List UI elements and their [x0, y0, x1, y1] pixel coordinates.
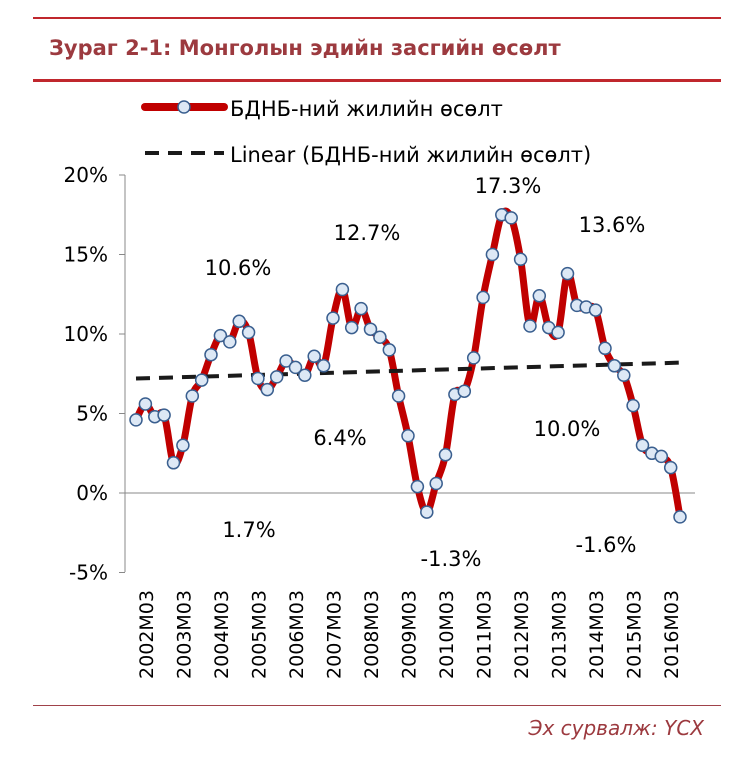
annotation-label: 17.3% [475, 174, 542, 198]
data-point [617, 368, 631, 383]
data-point [635, 438, 650, 453]
data-point [560, 266, 575, 281]
data-point [185, 389, 200, 403]
data-point [129, 413, 143, 427]
data-point [316, 359, 331, 373]
source-note: Эх сурвалж: ҮСХ [528, 716, 704, 740]
data-point [532, 289, 547, 303]
data-point [410, 479, 425, 494]
annotation-label: 13.6% [579, 213, 646, 237]
data-point [485, 247, 500, 262]
y-tick-label: 15% [64, 243, 108, 267]
data-point [307, 349, 321, 364]
data-point [232, 314, 246, 329]
title-rule [33, 79, 721, 82]
x-tick-label: 2006M03 [286, 590, 308, 679]
x-tick-label: 2010M03 [436, 590, 458, 679]
data-point [504, 211, 518, 225]
data-point [513, 252, 528, 267]
data-point [373, 330, 387, 344]
data-point [166, 456, 181, 470]
x-tick-group: 2002M03 2003M03 2004M03 2005M03 2006M03 … [136, 590, 683, 679]
x-tick-label: 2011M03 [474, 590, 496, 679]
data-point [607, 359, 622, 373]
data-point [391, 389, 406, 403]
y-tick-label: 0% [76, 481, 108, 505]
x-tick-label: 2009M03 [399, 590, 421, 679]
annotation-label: 6.4% [313, 426, 366, 450]
data-point [476, 290, 490, 305]
x-tick-label: 2013M03 [549, 590, 571, 679]
data-point [335, 282, 350, 297]
x-tick-label: 2015M03 [624, 590, 646, 679]
data-point [420, 505, 434, 519]
data-point [223, 335, 237, 349]
data-point [260, 382, 275, 397]
x-tick-label: 2012M03 [511, 590, 533, 679]
legend-trend-label: Linear (БДНБ-ний жилийн өсөлт) [230, 143, 591, 167]
data-point [551, 325, 565, 340]
annotation-label: -1.3% [421, 547, 482, 571]
y-tick-label: 5% [76, 402, 108, 426]
data-point [466, 351, 481, 365]
x-tick-label: 2016M03 [661, 590, 683, 679]
y-tick-label: 20% [64, 163, 108, 187]
data-point [673, 510, 687, 524]
data-point [654, 449, 669, 464]
data-point [298, 368, 312, 383]
linear-trend-line [135, 360, 681, 381]
data-point [598, 341, 612, 356]
legend-series-label: БДНБ-ний жилийн өсөлт [230, 97, 503, 121]
data-point-markers [129, 208, 687, 524]
y-tick-label: -5% [69, 561, 108, 585]
data-point [354, 301, 368, 316]
annotation-label: 1.7% [222, 518, 275, 542]
x-tick-label: 2002M03 [136, 590, 158, 679]
data-point [438, 448, 453, 462]
data-point [138, 397, 153, 411]
annotation-label: 10.6% [205, 256, 272, 280]
data-point [429, 476, 443, 491]
data-point [663, 460, 678, 475]
data-point [194, 373, 209, 387]
figure-title: Зураг 2-1: Монголын эдийн засгийн өсөлт [49, 36, 561, 60]
x-tick-label: 2007M03 [324, 590, 346, 679]
data-point [588, 303, 603, 317]
data-point [344, 320, 359, 335]
data-point [626, 398, 640, 413]
top-rule [33, 17, 721, 19]
annotation-label: 10.0% [534, 417, 601, 441]
growth-line-chart: БДНБ-ний жилийн өсөлт Linear (БДНБ-ний ж… [64, 97, 695, 679]
annotation-label: 12.7% [334, 221, 401, 245]
x-tick-label: 2003M03 [174, 590, 196, 679]
data-point [279, 354, 293, 368]
y-tick-label: 10% [64, 322, 108, 346]
footer-rule [33, 705, 721, 706]
x-tick-label: 2014M03 [586, 590, 608, 679]
annotation-label: -1.6% [576, 533, 637, 557]
data-point [523, 319, 537, 333]
data-point [457, 384, 472, 398]
data-point [326, 311, 340, 325]
data-point [269, 370, 284, 384]
data-point [157, 408, 171, 422]
data-point [213, 328, 228, 343]
legend-series-marker [177, 100, 191, 114]
data-point [176, 438, 190, 453]
data-point [401, 429, 415, 443]
annotation-group: 10.6% 12.7% 17.3% 13.6% 6.4% 10.0% 1.7% … [205, 174, 646, 571]
data-point [288, 360, 303, 375]
x-tick-label: 2008M03 [361, 590, 383, 679]
legend: БДНБ-ний жилийн өсөлт Linear (БДНБ-ний ж… [141, 97, 591, 167]
y-tick-group: -5% 0% 5% 10% 15% 20% [64, 163, 125, 585]
data-point [251, 371, 265, 386]
data-point [363, 322, 378, 336]
data-point [204, 347, 218, 362]
x-tick-label: 2004M03 [211, 590, 233, 679]
data-point [241, 325, 256, 340]
x-tick-label: 2005M03 [249, 590, 271, 679]
data-point [382, 343, 397, 357]
